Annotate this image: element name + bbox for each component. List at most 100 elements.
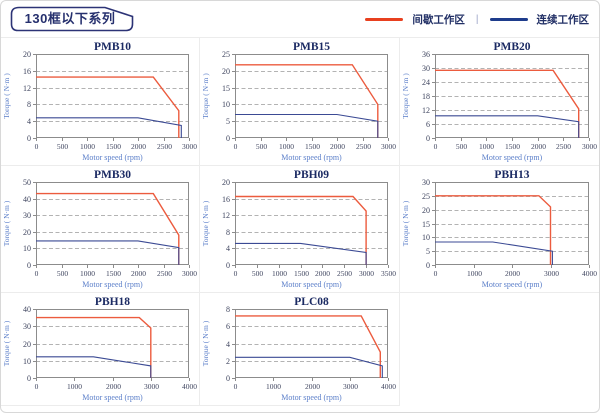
series-line-continuous bbox=[235, 356, 384, 378]
y-tick-label: 4 bbox=[226, 340, 230, 349]
plot-border bbox=[36, 54, 189, 138]
y-axis-label: Torque ( N·m ) bbox=[401, 73, 410, 119]
chart-canvas: PLC08 0 2 4 6 8 0 1000 2000 3000 4000 Motor speed (… bbox=[201, 296, 396, 402]
y-tick-label: 30 bbox=[23, 211, 31, 220]
y-axis-label: Torque ( N·m ) bbox=[201, 200, 210, 246]
x-tick-label: 1500 bbox=[106, 269, 121, 278]
y-tick-label: 6 bbox=[226, 322, 230, 331]
x-tick-label: 500 bbox=[456, 142, 468, 151]
legend-swatch-intermittent bbox=[365, 17, 404, 21]
x-tick-label: 4000 bbox=[582, 269, 597, 278]
plot-border bbox=[235, 54, 389, 138]
x-tick-label: 500 bbox=[256, 142, 268, 151]
y-tick-label: 30 bbox=[23, 322, 31, 331]
x-tick-label: 2000 bbox=[131, 269, 146, 278]
x-tick-label: 500 bbox=[57, 142, 69, 151]
y-tick-label: 30 bbox=[422, 64, 430, 73]
x-tick-label: 0 bbox=[35, 382, 39, 391]
x-axis-label: Motor speed (rpm) bbox=[282, 280, 343, 289]
y-axis-label: Torque ( N·m ) bbox=[201, 73, 210, 119]
series-line-intermittent bbox=[36, 316, 152, 378]
x-axis-label: Motor speed (rpm) bbox=[282, 393, 343, 402]
y-axis-label: Torque ( N·m ) bbox=[401, 200, 410, 246]
y-tick-label: 25 bbox=[222, 50, 230, 59]
x-axis-label: Motor speed (rpm) bbox=[82, 393, 143, 402]
x-tick-label: 3000 bbox=[144, 382, 159, 391]
y-tick-label: 0 bbox=[426, 134, 430, 143]
series-line-intermittent bbox=[235, 64, 379, 138]
x-tick-label: 0 bbox=[234, 142, 238, 151]
x-tick-label: 1000 bbox=[67, 382, 82, 391]
x-tick-label: 2500 bbox=[556, 142, 571, 151]
chart-title: PBH13 bbox=[494, 169, 529, 181]
y-tick-label: 8 bbox=[226, 305, 230, 314]
chart-panel-pmb10: PMB10 0 4 8 12 16 20 0 500 1000 1500 2000 2500 3000 Mo… bbox=[1, 38, 201, 166]
x-tick-label: 1000 bbox=[80, 269, 95, 278]
plot-border bbox=[36, 182, 189, 265]
chart-canvas: PMB20 0 6 12 18 24 30 36 0 500 1000 1500 2000 2500 300… bbox=[401, 41, 597, 162]
y-tick-label: 18 bbox=[422, 92, 430, 101]
series-line-intermittent bbox=[36, 192, 180, 265]
x-tick-label: 3000 bbox=[182, 142, 197, 151]
x-tick-label: 2500 bbox=[337, 269, 352, 278]
x-tick-label: 3500 bbox=[381, 269, 396, 278]
x-tick-label: 500 bbox=[57, 269, 69, 278]
y-tick-label: 24 bbox=[422, 78, 430, 87]
x-tick-label: 3000 bbox=[582, 142, 597, 151]
x-tick-label: 1000 bbox=[272, 269, 287, 278]
series-line-intermittent bbox=[235, 315, 382, 378]
x-tick-label: 1000 bbox=[279, 142, 294, 151]
x-tick-label: 0 bbox=[234, 269, 238, 278]
y-tick-label: 50 bbox=[23, 178, 31, 187]
x-axis-label: Motor speed (rpm) bbox=[481, 280, 542, 289]
x-tick-label: 1500 bbox=[106, 142, 121, 151]
charts-grid: PMB10 0 4 8 12 16 20 0 500 1000 1500 2000 2500 3000 Mo… bbox=[1, 38, 599, 406]
y-tick-label: 0 bbox=[27, 134, 31, 143]
legend: 间歇工作区 | 连续工作区 bbox=[365, 12, 589, 27]
y-tick-label: 5 bbox=[426, 247, 430, 256]
series-line-continuous bbox=[235, 113, 379, 138]
x-tick-label: 0 bbox=[433, 142, 437, 151]
x-tick-label: 2500 bbox=[356, 142, 371, 151]
x-tick-label: 1000 bbox=[467, 269, 482, 278]
y-axis-label: Torque ( N·m ) bbox=[2, 200, 11, 246]
plot-border bbox=[434, 54, 589, 138]
y-axis-label: Torque ( N·m ) bbox=[2, 73, 11, 119]
x-tick-label: 3000 bbox=[544, 269, 559, 278]
x-axis-label: Motor speed (rpm) bbox=[481, 153, 542, 162]
chart-panel-plc08: PLC08 0 2 4 6 8 0 1000 2000 3000 4000 Motor speed (… bbox=[200, 293, 400, 406]
y-tick-label: 10 bbox=[222, 100, 230, 109]
y-axis-label: Torque ( N·m ) bbox=[2, 320, 11, 366]
y-tick-label: 10 bbox=[422, 233, 430, 242]
series-line-continuous bbox=[36, 356, 152, 378]
y-tick-label: 4 bbox=[27, 117, 31, 126]
y-tick-label: 0 bbox=[27, 261, 31, 270]
y-tick-label: 20 bbox=[222, 67, 230, 76]
x-tick-label: 2000 bbox=[531, 142, 546, 151]
y-tick-label: 6 bbox=[426, 120, 430, 129]
x-axis-label: Motor speed (rpm) bbox=[82, 153, 143, 162]
y-tick-label: 0 bbox=[426, 261, 430, 270]
series-line-intermittent bbox=[36, 76, 180, 138]
x-tick-label: 3000 bbox=[182, 269, 197, 278]
y-tick-label: 12 bbox=[23, 84, 31, 93]
x-tick-label: 2000 bbox=[131, 142, 146, 151]
x-tick-label: 4000 bbox=[182, 382, 197, 391]
y-tick-label: 15 bbox=[222, 84, 230, 93]
x-tick-label: 2000 bbox=[315, 269, 330, 278]
y-tick-label: 40 bbox=[23, 305, 31, 314]
plot-border bbox=[235, 182, 389, 265]
chart-title: PMB20 bbox=[493, 41, 530, 53]
x-axis-label: Motor speed (rpm) bbox=[282, 153, 343, 162]
plot-border bbox=[235, 309, 389, 378]
y-tick-label: 0 bbox=[27, 374, 31, 383]
chart-title: PBH18 bbox=[95, 296, 130, 308]
legend-label-intermittent: 间歇工作区 bbox=[412, 13, 465, 26]
x-tick-label: 2000 bbox=[505, 269, 520, 278]
y-tick-label: 0 bbox=[226, 134, 230, 143]
legend-separator: | bbox=[475, 13, 479, 25]
series-title: 130框以下系列 bbox=[24, 10, 116, 26]
chart-panel-pmb15: PMB15 0 5 10 15 20 25 0 500 1000 1500 2000 2500 3000 M… bbox=[200, 38, 400, 166]
series-line-continuous bbox=[36, 240, 180, 265]
